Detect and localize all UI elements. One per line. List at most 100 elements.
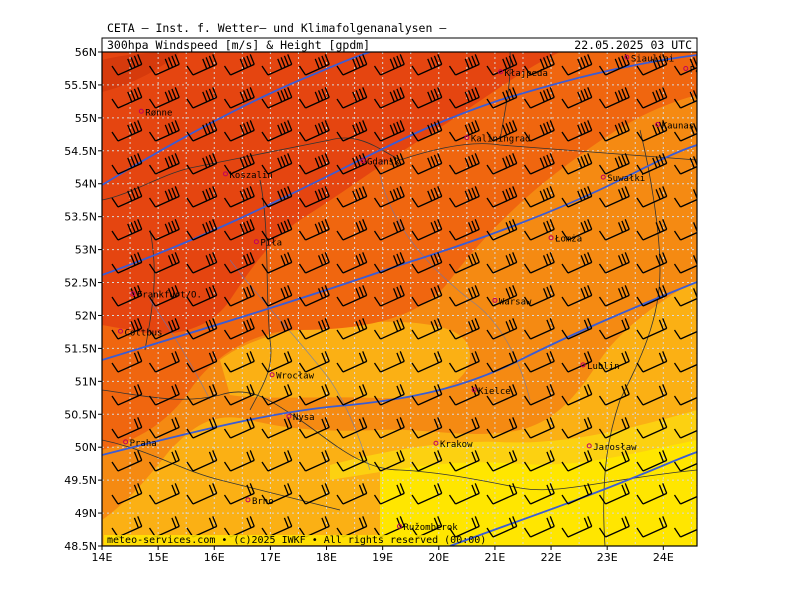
wind-core-small xyxy=(102,52,180,92)
wind-barb xyxy=(148,285,180,307)
wind-barb xyxy=(223,120,255,142)
wind-barb xyxy=(673,517,697,538)
institute-title: CETA — Inst. f. Wetter— und Klimafolgena… xyxy=(107,21,446,35)
y-tick-label: 52.5N xyxy=(64,277,97,290)
wind-barb xyxy=(636,87,668,109)
wind-barb xyxy=(373,54,405,76)
city: Panevezys xyxy=(683,65,697,75)
wind-barb xyxy=(561,516,593,538)
wind-barb xyxy=(523,87,555,109)
footer-bg xyxy=(104,535,444,545)
city-label: Kłajpeda xyxy=(505,69,548,79)
wind-barb xyxy=(186,450,218,472)
wind-barb xyxy=(111,153,143,175)
wind-barb xyxy=(411,384,443,406)
wind-barb xyxy=(111,384,143,406)
wind-barb xyxy=(336,384,368,406)
wind-barb xyxy=(411,153,443,175)
y-tick-label: 52N xyxy=(75,309,97,322)
wind-barb xyxy=(373,417,405,439)
wind-barb xyxy=(186,417,218,439)
city-dot xyxy=(683,65,689,71)
wind-barb xyxy=(411,54,443,76)
city: Gdansk xyxy=(360,158,400,168)
wind-barb xyxy=(111,252,143,274)
wind-barb xyxy=(486,384,518,406)
wind-barb xyxy=(261,285,293,307)
city: Nysa xyxy=(286,413,315,423)
wind-barb xyxy=(111,417,143,439)
city-dot xyxy=(245,497,251,503)
wind-barb xyxy=(336,252,368,274)
wind-barb xyxy=(636,285,668,307)
city-label: Jarosław xyxy=(593,443,637,453)
wind-barb xyxy=(598,351,630,373)
wind-barb xyxy=(561,120,593,142)
wind-barb xyxy=(186,252,218,274)
wind-barb xyxy=(298,87,330,109)
wind-barb xyxy=(186,87,218,109)
wind-barb xyxy=(598,186,630,208)
wind-barb xyxy=(411,252,443,274)
city-dot xyxy=(655,121,661,127)
wind-barb xyxy=(373,252,405,274)
wind-barb xyxy=(561,219,593,241)
wind-barb xyxy=(373,483,405,505)
wind-barb xyxy=(298,285,330,307)
y-tick-label: 56N xyxy=(75,46,97,59)
wind-barb xyxy=(336,219,368,241)
wind-barb xyxy=(148,120,180,142)
city-dot xyxy=(464,135,470,141)
wind-barb xyxy=(561,483,593,505)
wind-barb xyxy=(598,219,630,241)
height-contours xyxy=(102,52,697,546)
wind-barb xyxy=(111,318,143,340)
city-label: Piła xyxy=(260,239,282,249)
city-label: Wrocław xyxy=(276,372,315,382)
product-title: 300hpa Windspeed [m/s] & Height [gpdm] xyxy=(107,38,370,52)
wind-barb xyxy=(373,384,405,406)
city: Piła xyxy=(253,239,282,249)
city-label: Krakow xyxy=(440,440,473,450)
city: Łomża xyxy=(548,235,582,245)
x-tick-label: 19E xyxy=(372,551,393,564)
wind-barb xyxy=(523,417,555,439)
city-label: Brno xyxy=(252,497,274,507)
city: Cottbus xyxy=(118,328,162,338)
wind-barb xyxy=(223,87,255,109)
wind-barb xyxy=(298,417,330,439)
wind-barb xyxy=(523,483,555,505)
wind-barb xyxy=(411,450,443,472)
map-field: Rønne Kłajpeda Siauliai Panevezys Kaunas Kali… xyxy=(102,52,697,546)
wind-barb xyxy=(598,120,630,142)
wind-barb xyxy=(298,54,330,76)
city: Brno xyxy=(245,497,274,507)
wind-barb xyxy=(148,54,180,76)
y-tick-label: 54N xyxy=(75,178,97,191)
wind-barb xyxy=(598,285,630,307)
wind-barb xyxy=(336,417,368,439)
wind-barb xyxy=(561,186,593,208)
wind-barb xyxy=(186,285,218,307)
copyright-text: meteo-services.com • (c)2025 IWKF • All … xyxy=(107,535,486,546)
y-tick-label: 50.5N xyxy=(64,408,97,421)
wind-barb xyxy=(223,54,255,76)
city-label: Siauliai xyxy=(631,54,674,64)
city-dot xyxy=(253,239,259,245)
city-dot xyxy=(624,54,630,60)
wind-barb xyxy=(111,483,143,505)
city-dot xyxy=(269,372,275,378)
y-tick-label: 48.5N xyxy=(64,540,97,553)
wind-barb xyxy=(336,87,368,109)
city-dot xyxy=(492,297,498,303)
wind-barb xyxy=(186,186,218,208)
y-tick-label: 54.5N xyxy=(64,145,97,158)
wind-barb xyxy=(148,219,180,241)
y-tick-label: 50N xyxy=(75,441,97,454)
wind-barb xyxy=(598,516,630,538)
wind-barb xyxy=(298,219,330,241)
wind-barb xyxy=(111,219,143,241)
wind-barb xyxy=(298,252,330,274)
wind-barb xyxy=(523,516,555,538)
